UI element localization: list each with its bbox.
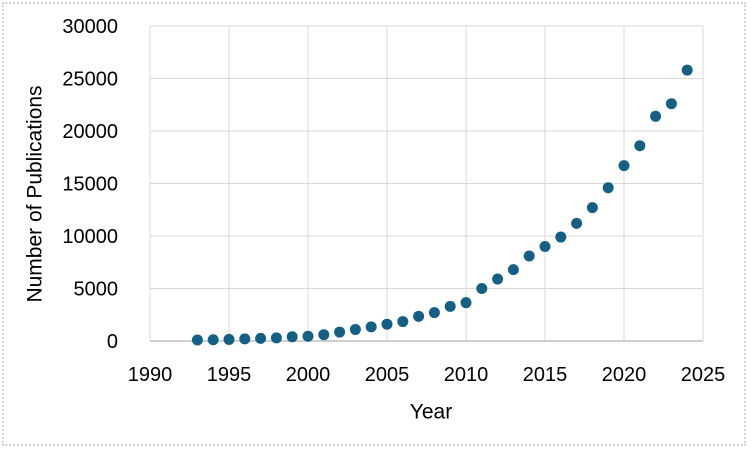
data-point	[349, 323, 361, 335]
data-point	[428, 307, 440, 319]
data-point	[555, 231, 567, 243]
x-tick-label: 1990	[128, 364, 173, 386]
y-tick-label: 5000	[74, 279, 119, 301]
data-point	[444, 300, 456, 312]
x-tick-label: 2000	[286, 364, 331, 386]
data-point	[681, 64, 693, 76]
data-point	[413, 310, 425, 322]
data-point	[602, 182, 614, 194]
data-point	[334, 326, 346, 338]
x-tick-label: 2010	[444, 364, 489, 386]
data-point	[191, 334, 203, 346]
data-point	[571, 217, 583, 229]
data-point	[302, 330, 314, 342]
data-point	[239, 333, 251, 345]
y-tick-label: 30000	[62, 16, 118, 38]
y-tick-label: 10000	[62, 226, 118, 248]
data-point	[318, 329, 330, 341]
data-point	[523, 250, 535, 262]
y-axis-title: Number of Publications	[23, 85, 47, 303]
data-point	[270, 332, 282, 344]
data-point	[539, 241, 551, 252]
data-point	[207, 334, 219, 346]
data-point	[476, 283, 488, 294]
data-point	[286, 331, 298, 343]
y-tick-label: 15000	[62, 174, 118, 196]
x-tick-label: 2020	[602, 364, 647, 386]
data-point	[223, 333, 235, 345]
y-tick-label: 0	[107, 331, 118, 353]
y-tick-label: 20000	[62, 121, 118, 143]
scatter-chart: 1990 1995 2000 2005 2010 2015 2020 2025 0 5000 100…	[2, 2, 746, 446]
data-point	[255, 332, 267, 344]
data-point	[492, 273, 504, 285]
data-point	[586, 202, 598, 214]
data-point	[650, 110, 662, 122]
data-point	[507, 264, 519, 276]
y-tick-label: 25000	[62, 69, 118, 91]
data-point	[381, 318, 393, 330]
x-axis-title: Year	[409, 400, 453, 424]
x-tick-label: 1995	[207, 364, 252, 386]
data-point	[634, 140, 646, 152]
x-tick-label: 2005	[365, 364, 410, 386]
data-point	[460, 297, 472, 309]
data-point	[665, 98, 677, 110]
x-tick-label: 2015	[523, 364, 568, 386]
data-point	[365, 321, 377, 333]
plot-area: 1990 1995 2000 2005 2010 2015 2020 2025 0 5000 100…	[62, 16, 726, 386]
data-point	[618, 160, 630, 172]
data-point	[397, 316, 409, 328]
x-tick-label: 2025	[681, 364, 726, 386]
